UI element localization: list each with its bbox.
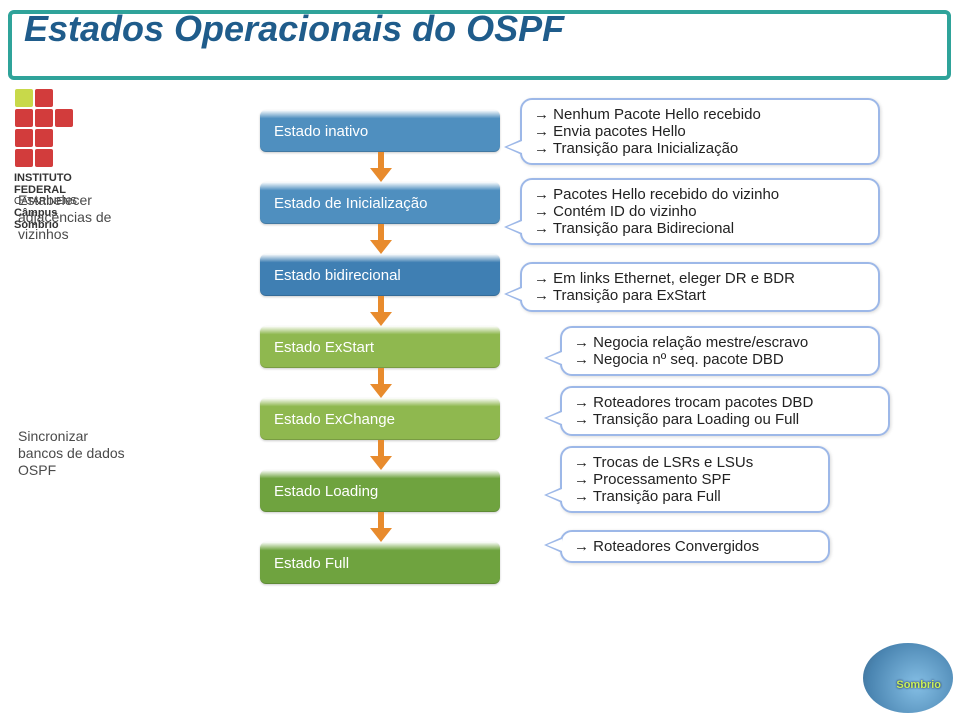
bubble-line: Processamento SPF — [574, 471, 816, 488]
bubble-line: Roteadores Convergidos — [574, 538, 816, 555]
callout-bubble: Roteadores trocam pacotes DBDTransição p… — [560, 386, 890, 436]
logo-sq — [15, 129, 33, 147]
globe-label: Sombrio — [896, 679, 941, 691]
logo-sq — [35, 149, 53, 167]
logo-sq — [35, 109, 53, 127]
callout-bubble: Nenhum Pacote Hello recebidoEnvia pacote… — [520, 98, 880, 165]
bubble-tail-icon — [544, 537, 562, 553]
logo-text-1: INSTITUTO — [14, 172, 72, 184]
callout-bubble: Em links Ethernet, eleger DR e BDRTransi… — [520, 262, 880, 312]
bubble-line: Contém ID do vizinho — [534, 203, 866, 220]
logo-sq — [35, 89, 53, 107]
bubble-line: Roteadores trocam pacotes DBD — [574, 394, 876, 411]
bubble-line: Trocas de LSRs e LSUs — [574, 454, 816, 471]
bubble-line: Transição para Full — [574, 488, 816, 505]
side-label-sync: Sincronizar bancos de dados OSPF — [18, 428, 128, 478]
bubble-line: Negocia nº seq. pacote DBD — [574, 351, 866, 368]
arrow-down-head-icon — [370, 528, 392, 542]
callout-bubble: Pacotes Hello recebido do vizinhoContém … — [520, 178, 880, 245]
bubble-line: Transição para Bidirecional — [534, 220, 866, 237]
callout-bubble: Roteadores Convergidos — [560, 530, 830, 563]
state-label: Estado inativo — [274, 123, 368, 140]
state-box: Estado Full — [260, 542, 500, 584]
state-box: Estado bidirecional — [260, 254, 500, 296]
arrow-down-head-icon — [370, 384, 392, 398]
arrow-down-head-icon — [370, 312, 392, 326]
bubble-tail-icon — [544, 410, 562, 426]
logo-sq — [35, 129, 53, 147]
state-label: Estado ExChange — [274, 411, 395, 428]
bubble-tail-icon — [544, 487, 562, 503]
bubble-line: Transição para ExStart — [534, 287, 866, 304]
logo-sq — [15, 89, 33, 107]
logo-sq — [15, 109, 33, 127]
state-label: Estado ExStart — [274, 339, 374, 356]
bubble-line: Em links Ethernet, eleger DR e BDR — [534, 270, 866, 287]
state-box: Estado Loading — [260, 470, 500, 512]
state-box: Estado ExChange — [260, 398, 500, 440]
bubble-line: Pacotes Hello recebido do vizinho — [534, 186, 866, 203]
bubble-line: Nenhum Pacote Hello recebido — [534, 106, 866, 123]
logo-sq — [15, 149, 33, 167]
arrow-down-head-icon — [370, 456, 392, 470]
bubble-tail-icon — [504, 139, 522, 155]
bubble-line: Envia pacotes Hello — [534, 123, 866, 140]
state-diagram: Estado inativo Estado de Inicialização Est… — [140, 110, 520, 614]
globe-decoration — [863, 643, 953, 713]
state-box: Estado inativo — [260, 110, 500, 152]
logo-squares — [14, 88, 124, 168]
bubble-line: Transição para Inicialização — [534, 140, 866, 157]
bubble-line: Negocia relação mestre/escravo — [574, 334, 866, 351]
state-label: Estado de Inicialização — [274, 195, 427, 212]
page-title: Estados Operacionais do OSPF — [24, 8, 564, 50]
state-box: Estado de Inicialização — [260, 182, 500, 224]
side-label-adjacency: Estabelecer adjacências de vizinhos — [18, 192, 128, 242]
state-label: Estado Loading — [274, 483, 378, 500]
callout-bubble: Trocas de LSRs e LSUsProcessamento SPFTr… — [560, 446, 830, 513]
callout-bubble: Negocia relação mestre/escravoNegocia nº… — [560, 326, 880, 376]
bubble-tail-icon — [544, 350, 562, 366]
state-label: Estado Full — [274, 555, 349, 572]
arrow-down-head-icon — [370, 168, 392, 182]
state-box: Estado ExStart — [260, 326, 500, 368]
logo-sq — [55, 109, 73, 127]
arrow-down-head-icon — [370, 240, 392, 254]
bubble-tail-icon — [504, 219, 522, 235]
bubble-tail-icon — [504, 286, 522, 302]
state-label: Estado bidirecional — [274, 267, 401, 284]
bubble-line: Transição para Loading ou Full — [574, 411, 876, 428]
